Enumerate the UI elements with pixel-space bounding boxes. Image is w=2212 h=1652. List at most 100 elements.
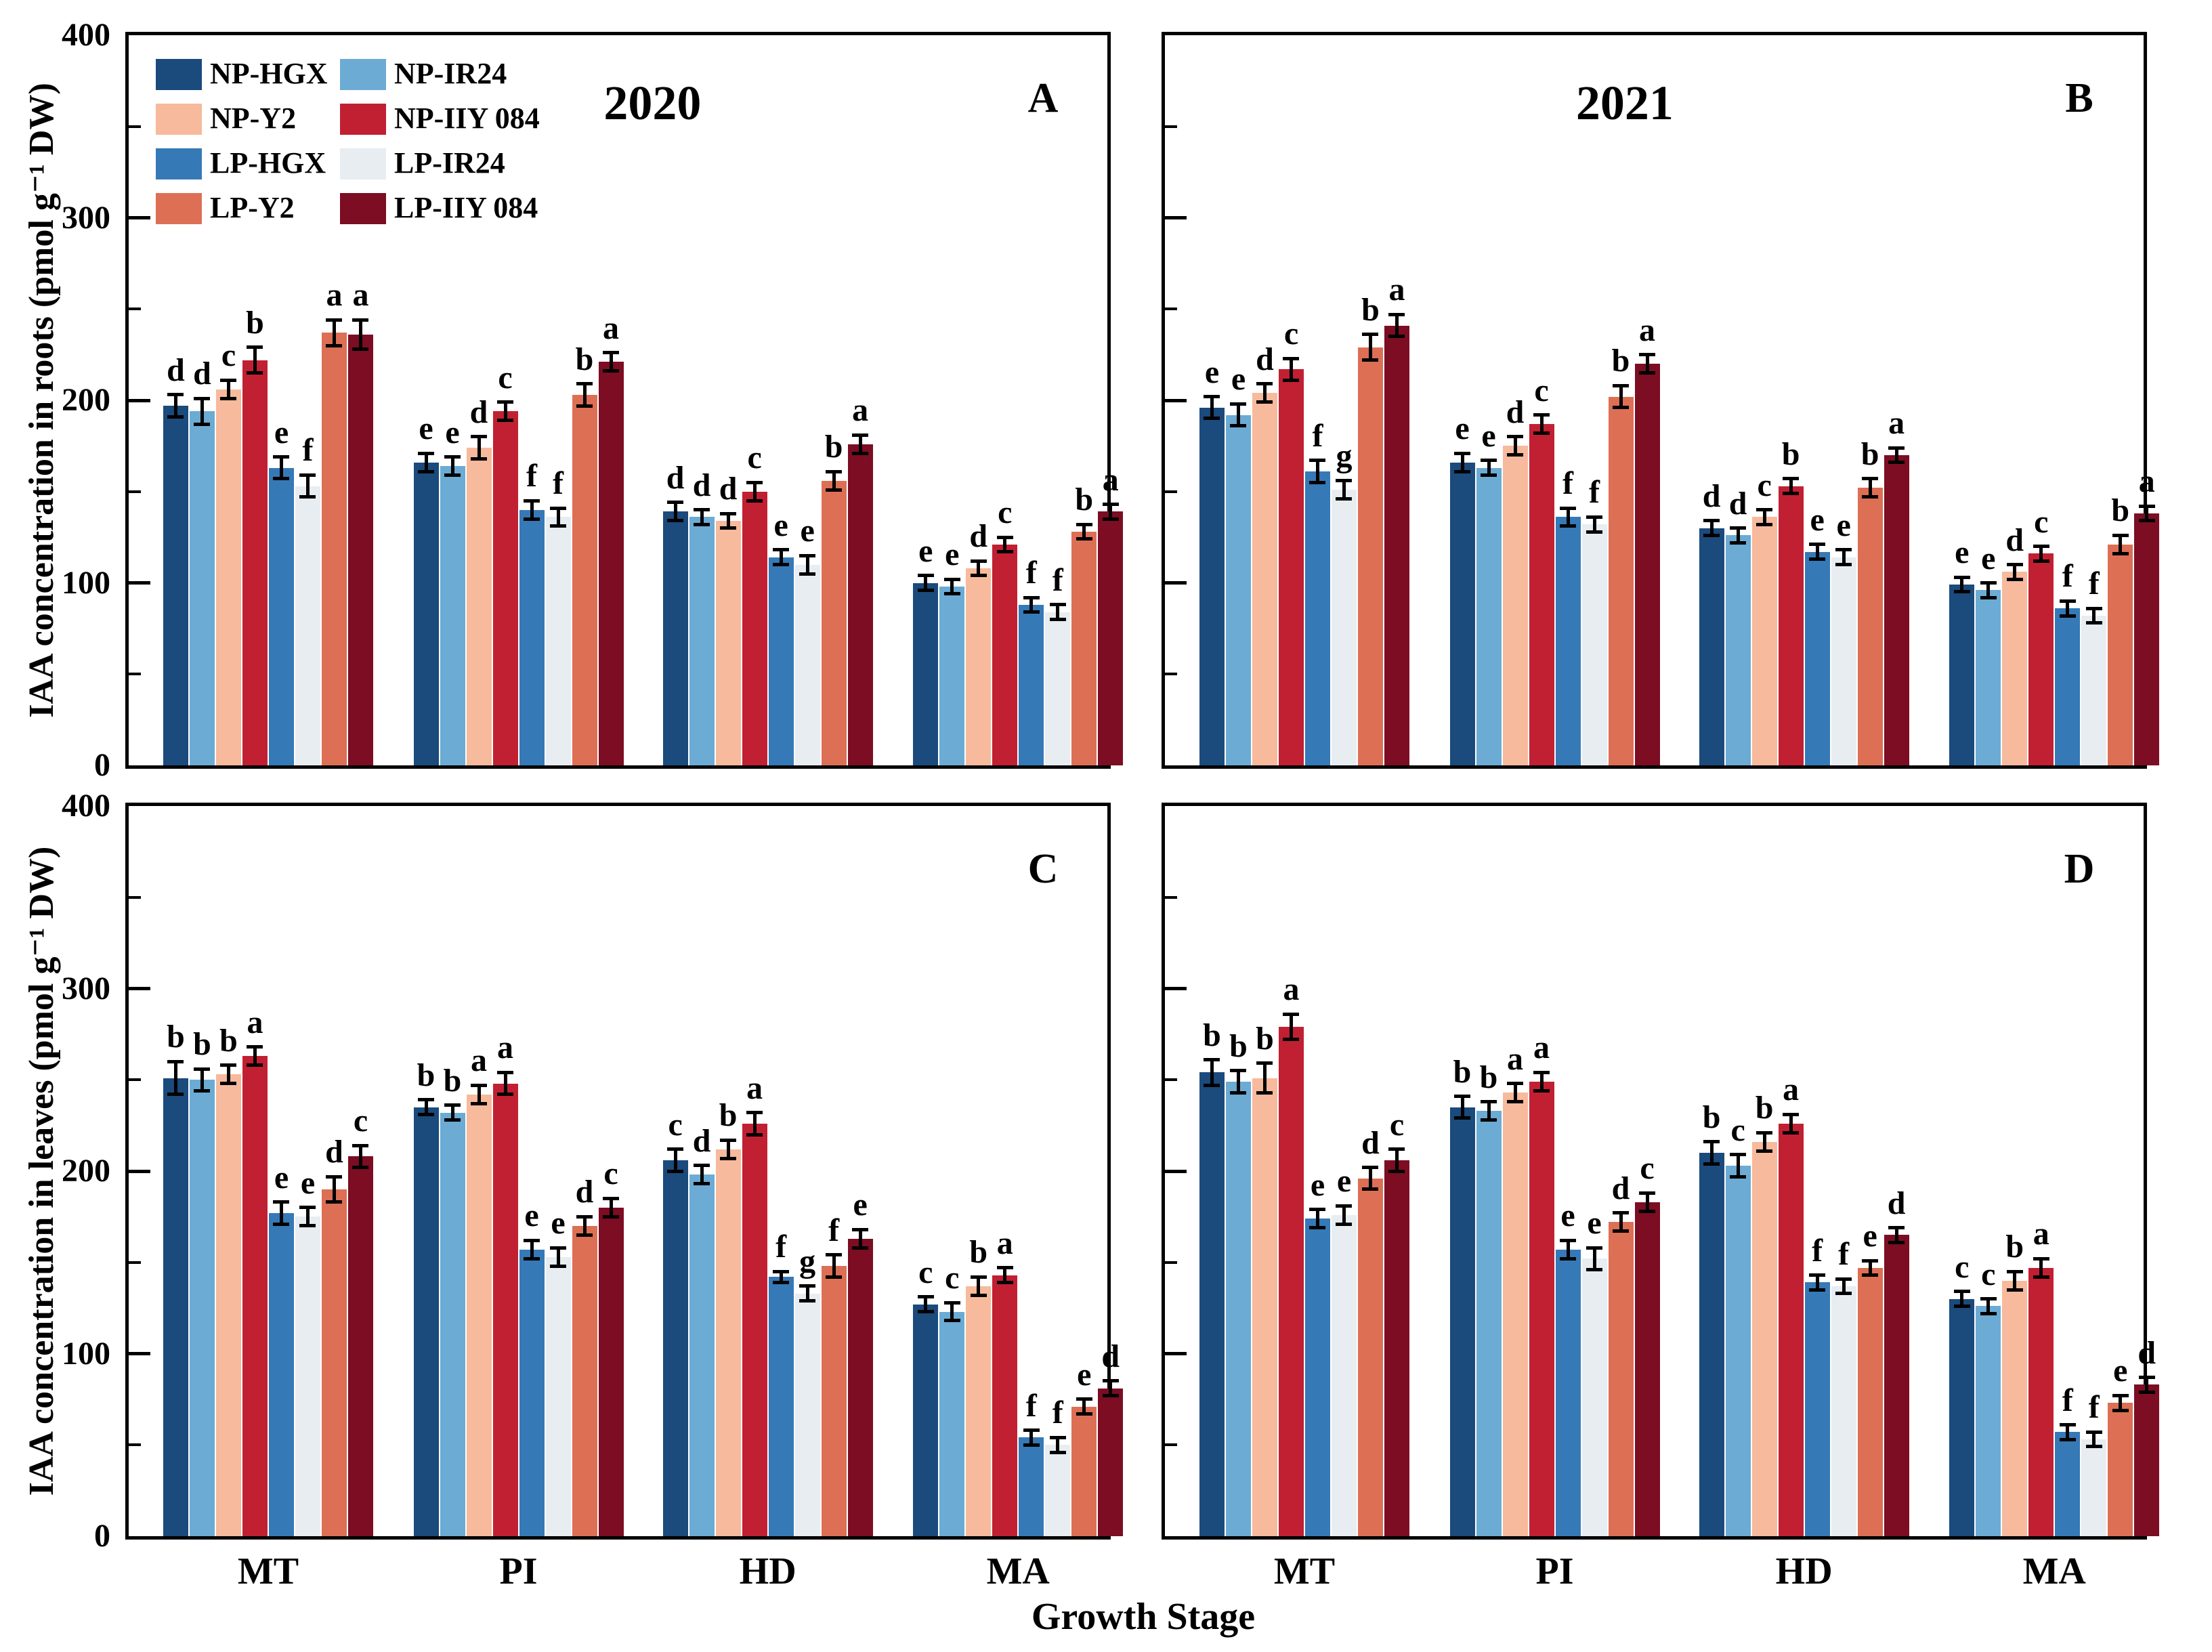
significance-letter: b [2111,492,2130,529]
significance-letter: c [1389,1106,1405,1143]
error-bar-line [1645,1193,1649,1212]
significance-letter: b [969,1234,988,1271]
x-axis-label: Growth Stage [1031,1596,1256,1638]
bar-np-y2 [966,568,992,765]
significance-letter: f [1562,465,1574,501]
error-bar-line [1960,577,1964,592]
bar-lp-y2 [1357,1178,1383,1536]
error-bar-line [2066,1424,2070,1440]
error-bar-cap-bottom [497,419,514,423]
error-bar-cap-bottom [2085,621,2102,625]
error-bar-cap-bottom [1230,424,1247,428]
error-bar-cap-top [1953,575,1970,579]
significance-letter: d [1506,394,1525,430]
error-bar-line [832,1254,836,1277]
bar-np-iiy-084 [242,1056,268,1536]
error-bar-cap-top [1809,543,1826,547]
significance-letter: f [1589,474,1600,511]
bar-np-ir24 [1976,590,2001,765]
bar-lp-ir24 [2081,1439,2107,1536]
error-bar-line [200,398,204,425]
error-bar-cap-top [943,577,960,581]
panel-letter: A [1027,75,1059,121]
error-bar-cap-top [1783,1112,1800,1116]
legend-swatch [340,193,386,224]
error-bar-line [1487,460,1491,475]
significance-letter: b [1860,436,1879,472]
error-bar-cap-bottom [826,1275,843,1279]
error-bar-cap-top [1888,446,1905,450]
error-bar-cap-top [299,473,316,477]
bar-np-y2 [215,1074,241,1536]
significance-letter: d [1361,1124,1380,1161]
bar-np-iiy-084 [2028,1267,2054,1536]
error-bar-cap-top [1283,356,1300,360]
y-minor-tick [129,308,141,311]
significance-letter: b [1203,1017,1221,1053]
significance-letter: f [1052,1395,1063,1431]
error-bar-cap-bottom [2085,1445,2102,1449]
significance-letter: f [2088,1389,2100,1426]
error-bar-line [726,513,730,528]
significance-letter: f [1052,562,1063,598]
legend-label: NP-IIY 084 [394,102,540,135]
bar-lp-hgx [1019,604,1044,765]
error-bar-line [1262,1063,1267,1093]
y-major-tick [1165,987,1187,990]
error-bar-cap-bottom [943,1319,960,1323]
error-bar-cap-bottom [1560,1256,1577,1261]
error-bar-cap-bottom [550,524,567,528]
error-bar-line [924,1296,928,1312]
error-bar-cap-top [1560,1238,1577,1242]
y-minor-tick [129,490,141,493]
error-bar-cap-bottom [1507,1100,1524,1104]
error-bar-cap-bottom [1230,1090,1247,1095]
bar-lp-ir24 [1331,1214,1357,1536]
error-bar-cap-bottom [667,519,684,523]
error-bar-cap-bottom [1639,371,1656,375]
bar-np-hgx [163,406,188,765]
error-bar-cap-bottom [576,1233,593,1237]
error-bar-cap-top [826,1253,843,1257]
error-bar-cap-top [2138,504,2155,508]
y-tick-label: 100 [62,1335,110,1372]
error-bar-cap-top [273,455,290,459]
error-bar-cap-bottom [1783,1130,1800,1135]
panel-frame-B [1162,32,2147,769]
significance-letter: a [497,1030,514,1066]
significance-letter: e [853,1187,868,1223]
legend-label: LP-IIY 084 [394,191,538,224]
error-bar-cap-top [2006,1269,2023,1273]
error-bar-cap-bottom [299,1224,316,1228]
error-bar-line [1236,1070,1240,1093]
error-bar-line [1029,597,1034,612]
error-bar-cap-top [576,1214,593,1219]
bar-np-ir24 [440,1112,465,1536]
error-bar-cap-bottom [2006,1288,2023,1292]
y-minor-tick [1165,490,1177,493]
bar-lp-iiy-084 [1384,1160,1409,1536]
error-bar-line [805,555,809,574]
bar-np-iiy-084 [992,1275,1018,1536]
error-bar-cap-top [1703,1140,1720,1144]
significance-letter: b [1075,482,1094,518]
significance-letter: a [1888,405,1905,442]
error-bar-cap-bottom [917,1310,934,1313]
error-bar-line [1029,1430,1034,1445]
error-bar-line [503,1072,507,1095]
error-bar-cap-top [497,400,514,404]
error-bar-line [2119,1395,2123,1411]
bar-lp-ir24 [545,1256,571,1536]
error-bar-line [424,453,428,472]
error-bar-cap-top [1507,435,1524,439]
error-bar-cap-top [1560,506,1577,510]
error-bar-cap-bottom [1481,1118,1497,1122]
bar-np-hgx [413,462,439,765]
bar-np-hgx [1199,407,1225,765]
error-bar-line [1842,549,1846,565]
bar-lp-hgx [1304,1219,1330,1536]
error-bar-cap-top [524,1238,540,1242]
error-bar-cap-bottom [1283,1038,1300,1042]
error-bar-cap-bottom [1023,610,1040,614]
